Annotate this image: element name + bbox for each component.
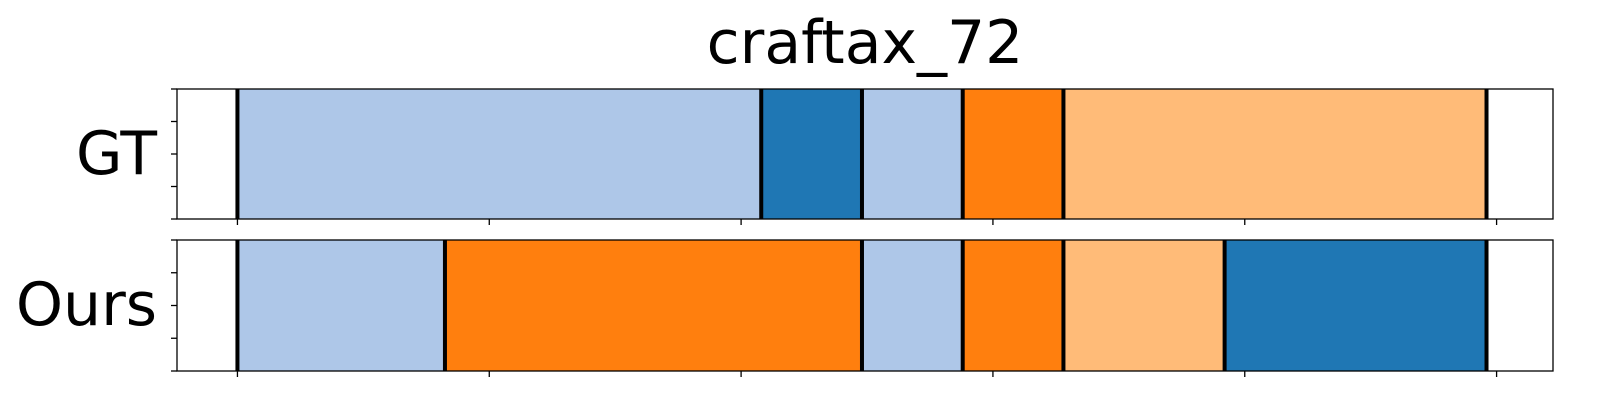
- ours-segment-1: [237, 240, 445, 371]
- ours-segment-2: [444, 240, 862, 371]
- gt-segment-1: [237, 89, 762, 219]
- gt-segment-5: [1063, 89, 1487, 219]
- gt-segment-2: [761, 89, 862, 219]
- row-label-ours: Ours: [16, 270, 157, 340]
- ours-segment-6: [1224, 240, 1487, 371]
- ours-segment-5: [1063, 240, 1225, 371]
- gt-segment-4: [962, 89, 1064, 219]
- ours-segment-3: [861, 240, 963, 371]
- ours-segment-4: [962, 240, 1064, 371]
- chart-panels: GT Ours: [16, 88, 1554, 377]
- row-label-gt: GT: [76, 119, 157, 189]
- chart-title: craftax_72: [707, 8, 1024, 78]
- gt-segment-3: [861, 89, 963, 219]
